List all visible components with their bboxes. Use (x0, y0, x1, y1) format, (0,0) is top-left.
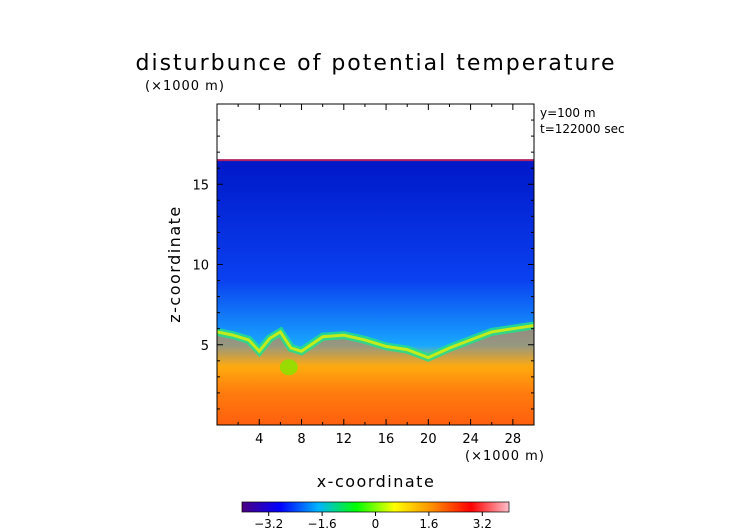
annotation-t: t=122000 sec (540, 122, 625, 136)
interface-band-inner (217, 324, 534, 360)
chart-title: disturbunce of potential temperature (136, 51, 617, 76)
x-axis-label: x-coordinate (317, 472, 436, 491)
colorbar: −3.2 −1.6 0 1.6 3.2 (241, 501, 510, 531)
colorbar-tick-label: 0 (372, 517, 380, 531)
colorbar-tick-label: 3.2 (473, 517, 492, 531)
colorbar-tick-label: 1.6 (419, 517, 438, 531)
annotation-y: y=100 m (540, 106, 596, 120)
x-tick-label: 4 (255, 432, 263, 447)
y-tick-label: 15 (192, 178, 209, 193)
x-tick-label: 16 (378, 432, 395, 447)
x-tick-label: 20 (420, 432, 437, 447)
colorbar-tick-label: −1.6 (308, 517, 337, 531)
colorbar-tick-label: −3.2 (254, 517, 283, 531)
annotations: y=100 m t=122000 sec (540, 106, 625, 136)
plot-area (217, 159, 534, 425)
y-unit-note: (×1000 m) (145, 79, 225, 94)
x-unit-note: (×1000 m) (465, 449, 545, 464)
y-axis-label: z-coordinate (165, 205, 184, 323)
colorbar-ticks: −3.2 −1.6 0 1.6 3.2 (254, 512, 492, 531)
x-tick-label: 24 (462, 432, 479, 447)
colorbar-strip (241, 501, 510, 513)
y-tick-label: 5 (201, 339, 209, 354)
x-axis: 4 8 12 16 20 24 28 (237, 104, 522, 447)
y-tick-label: 10 (192, 259, 209, 274)
x-tick-label: 28 (505, 432, 522, 447)
x-tick-label: 12 (336, 432, 353, 447)
y-axis: 5 10 15 (192, 119, 534, 410)
warm-blob (279, 359, 298, 376)
x-tick-label: 8 (297, 432, 305, 447)
